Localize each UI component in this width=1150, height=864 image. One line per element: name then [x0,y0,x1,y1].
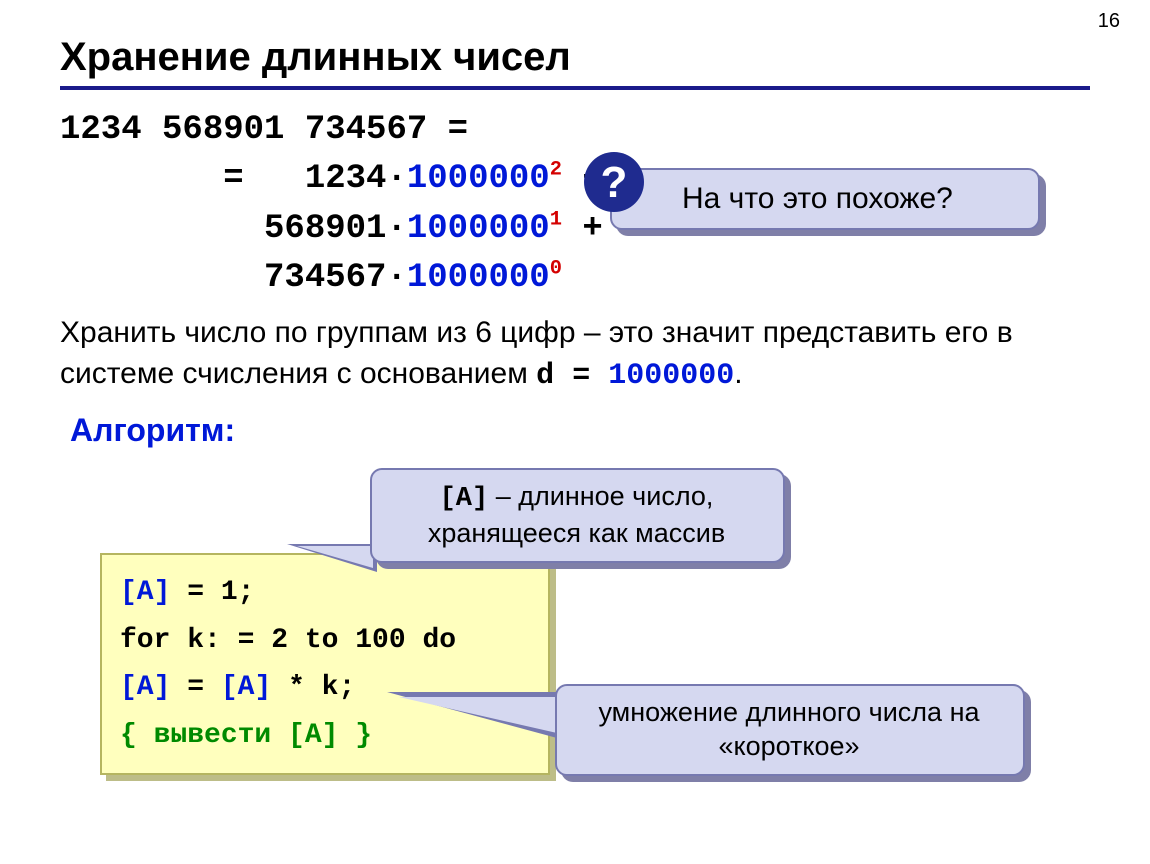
question-badge-icon: ? [584,152,644,212]
code-block: [A] = 1; for k: = 2 to 100 do [A] = [A] … [100,553,550,775]
code-line-1: [A] = 1; [120,569,530,617]
slide-title: Хранение длинных чисел [60,35,1090,80]
callout-array-description: [A] – длинное число, хранящееся как масс… [370,468,785,563]
question-callout: ? На что это похоже? [610,168,1040,230]
callout-b-tail-fill [399,697,557,733]
algorithm-label: Алгоритм: [70,412,1090,449]
callout-a-code: [A] [440,484,489,514]
body-paragraph: Хранить число по группам из 6 цифр – это… [60,313,1090,396]
callout-a-tail-fill [297,546,373,568]
page-number: 16 [1098,10,1120,33]
question-callout-text: На что это похоже? [682,180,1020,218]
callout-multiplication: умножение длинного числа на «короткое» [555,684,1025,776]
slide: 16 Хранение длинных чисел 1234 568901 73… [0,0,1150,864]
math-line-1: 1234 568901 734567 = [60,106,1090,155]
title-rule [60,86,1090,90]
math-line-4: 734567·10000000 [60,254,1090,303]
code-line-2: for k: = 2 to 100 do [120,617,530,665]
